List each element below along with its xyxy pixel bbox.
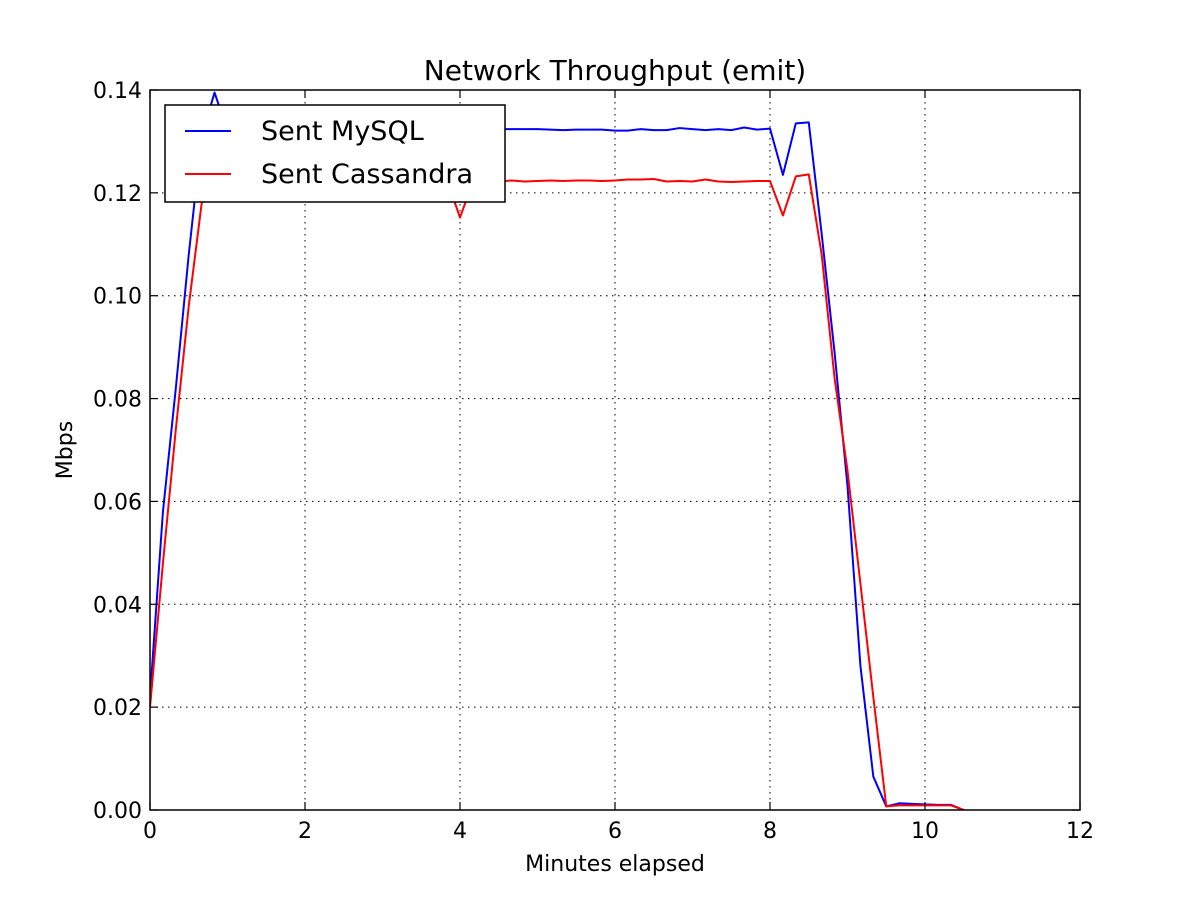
- x-tick-label: 12: [1066, 819, 1094, 844]
- y-axis-label: Mbps: [53, 421, 78, 479]
- y-tick-label: 0.04: [93, 593, 142, 618]
- x-tick-label: 2: [298, 819, 312, 844]
- y-tick-label: 0.02: [93, 696, 142, 721]
- x-tick-label: 10: [911, 819, 939, 844]
- legend-label-sent-cassandra: Sent Cassandra: [261, 159, 473, 190]
- x-tick-label: 0: [143, 819, 157, 844]
- y-tick-label: 0.12: [93, 182, 142, 207]
- y-tick-label: 0.14: [93, 79, 142, 104]
- y-tick-label: 0.00: [93, 799, 142, 824]
- grid: [150, 90, 1080, 810]
- legend-box: [164, 104, 506, 203]
- x-tick-label: 6: [608, 819, 622, 844]
- x-axis-label: Minutes elapsed: [525, 852, 705, 877]
- legend: Sent MySQL Sent Cassandra: [164, 104, 506, 203]
- chart-title: Network Throughput (emit): [424, 54, 806, 87]
- legend-label-sent-mysql: Sent MySQL: [261, 116, 424, 147]
- x-tick-label: 8: [763, 819, 777, 844]
- ticks: 0 2 4 6 8 10 12 0.00 0.02 0.04 0.06 0.08 0.10 0.12 0.1…: [93, 79, 1094, 844]
- y-tick-label: 0.10: [93, 285, 142, 310]
- y-tick-label: 0.08: [93, 388, 142, 413]
- y-tick-label: 0.06: [93, 490, 142, 515]
- x-tick-label: 4: [453, 819, 467, 844]
